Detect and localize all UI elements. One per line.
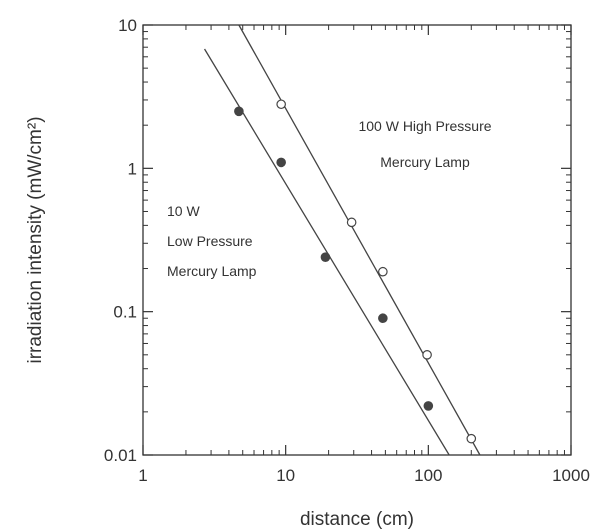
annotation-line: 100 W High Pressure (358, 118, 491, 134)
open-data-point (276, 99, 286, 110)
annotation-line: Mercury Lamp (167, 263, 257, 279)
series-annotation: 100 W High Pressure Mercury Lamp (358, 118, 491, 170)
filled-data-point (320, 252, 331, 262)
x-axis-label: distance (cm) (300, 509, 414, 530)
y-tick-label: 0.1 (113, 303, 137, 322)
x-tick-label: 1 (138, 466, 147, 485)
y-tick-label: 0.01 (104, 446, 137, 465)
filled-data-point (234, 106, 244, 117)
plot-frame (142, 24, 572, 456)
fit-line (203, 48, 450, 456)
fit-lines (203, 24, 481, 456)
open-data-point (466, 433, 477, 444)
x-tick-label: 1000 (552, 466, 590, 485)
open-data-point (346, 217, 357, 228)
y-tick-label: 1 (128, 159, 137, 178)
annotation-line: 10 W (167, 203, 200, 219)
annotations: 100 W High Pressure Mercury Lamp 10 W Low P… (167, 118, 492, 279)
y-axis-label: irradiation intensity (mW/cm²) (25, 116, 46, 363)
x-tick-label: 100 (414, 466, 442, 485)
filled-data-point (423, 401, 434, 411)
x-tick-label: 10 (276, 466, 295, 485)
filled-data-point (276, 157, 286, 168)
fit-line (238, 24, 481, 456)
y-tick-label: 10 (118, 16, 137, 35)
tick-marks (142, 24, 572, 456)
tick-labels: 1 10 100 1000 0.01 0.1 1 10 (104, 16, 590, 485)
annotation-line: Low Pressure (167, 233, 253, 249)
filled-data-point (378, 313, 388, 324)
open-data-point (378, 266, 388, 277)
series-annotation: 10 W Low Pressure Mercury Lamp (167, 203, 257, 279)
data-points (234, 99, 477, 444)
open-data-point (422, 350, 432, 360)
annotation-line: Mercury Lamp (380, 154, 470, 170)
